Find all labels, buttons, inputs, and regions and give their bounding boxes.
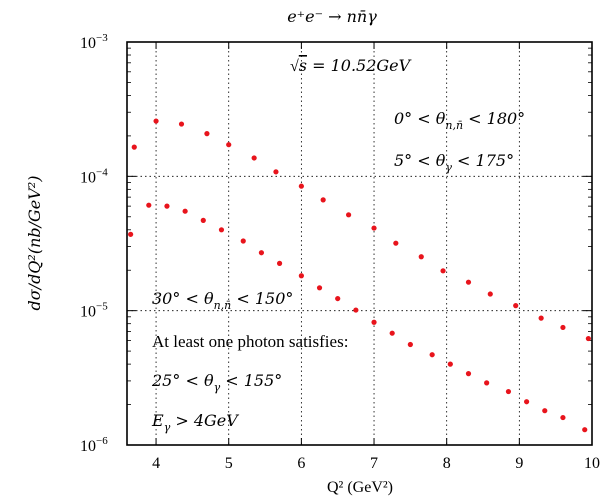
data-point-series-1 [131, 144, 137, 150]
x-tick-label: 8 [443, 455, 451, 472]
data-point-series-2 [371, 319, 377, 325]
data-point-series-1 [346, 212, 352, 218]
data-point-series-1 [487, 291, 493, 297]
data-point-series-1 [153, 118, 159, 124]
x-tick-label: 10 [584, 455, 600, 472]
data-point-series-2 [465, 371, 472, 377]
y-tick-label: 10−6 [80, 435, 108, 455]
data-points [128, 118, 591, 433]
y-tick-label: 10−4 [80, 166, 108, 186]
data-point-series-2 [429, 352, 435, 358]
data-point-series-1 [320, 197, 326, 203]
data-point-series-2 [524, 399, 530, 405]
data-point-series-2 [389, 330, 395, 336]
data-point-series-2 [164, 203, 170, 209]
x-tick-label: 9 [515, 455, 523, 472]
x-tick-labels: 4 5 6 7 8 9 10 [152, 455, 600, 472]
chart-title: e⁺e⁻ → nn̄γ [287, 7, 377, 26]
data-point-series-2 [542, 408, 548, 414]
data-point-series-1 [178, 121, 185, 127]
data-point-series-1 [371, 225, 377, 231]
data-point-series-2 [182, 208, 188, 214]
data-point-series-1 [251, 155, 257, 161]
data-point-series-2 [146, 202, 152, 208]
data-point-series-1 [418, 254, 424, 260]
data-point-series-1 [585, 335, 591, 342]
y-axis-label: dσ/dQ²(nb/GeV²) [25, 176, 44, 311]
plot-frame [126, 41, 593, 446]
data-point-series-2 [240, 238, 246, 244]
data-point-series-2 [353, 307, 359, 313]
data-point-series-2 [258, 250, 265, 256]
data-point-series-1 [298, 183, 304, 189]
x-tick-label: 5 [225, 455, 233, 472]
x-tick-label: 6 [297, 455, 305, 472]
annotation-theta-n-full: 0° < θn,n̄ < 180° [394, 109, 525, 132]
y-tick-label: 10−5 [80, 301, 108, 321]
data-point-series-2 [560, 414, 566, 421]
data-point-series-1 [538, 315, 544, 321]
annotation-energy: √s = 10.52GeV [290, 56, 412, 75]
data-point-series-2 [298, 273, 304, 279]
data-point-series-2 [276, 260, 283, 266]
annotation-photon-condition: At least one photon satisfies: [152, 332, 348, 351]
data-point-series-1 [273, 169, 279, 175]
data-point-series-2 [200, 217, 206, 223]
annotation-egamma: Eγ > 4GeV [151, 411, 239, 434]
data-point-series-2 [505, 388, 512, 395]
data-point-series-2 [128, 231, 134, 237]
y-tick-label: 10−3 [80, 32, 108, 52]
data-point-series-1 [226, 142, 232, 148]
annotation-theta-gamma-cut: 25° < θγ < 155° [151, 371, 282, 394]
data-point-series-2 [218, 227, 225, 233]
data-point-series-2 [447, 361, 453, 367]
y-tick-labels: 10−3 10−4 10−5 10−6 [80, 32, 108, 455]
data-point-series-2 [407, 341, 413, 348]
annotation-theta-n-cut: 30° < θn,n̄ < 150° [152, 289, 293, 312]
data-point-series-1 [440, 268, 446, 274]
x-tick-label: 4 [152, 455, 160, 472]
data-point-series-1 [204, 131, 210, 137]
data-point-series-1 [513, 303, 519, 309]
data-point-series-1 [393, 240, 399, 246]
annotation-theta-gamma-wide: 5° < θγ < 175° [394, 151, 514, 174]
x-tick-label: 7 [370, 455, 378, 472]
data-point-series-2 [335, 295, 341, 302]
data-point-series-2 [484, 380, 490, 386]
x-axis-label: Q² (GeV²) [327, 479, 393, 496]
data-point-series-1 [465, 279, 472, 285]
data-point-series-2 [316, 285, 323, 291]
data-point-series-2 [582, 427, 588, 433]
data-point-series-1 [560, 324, 566, 331]
